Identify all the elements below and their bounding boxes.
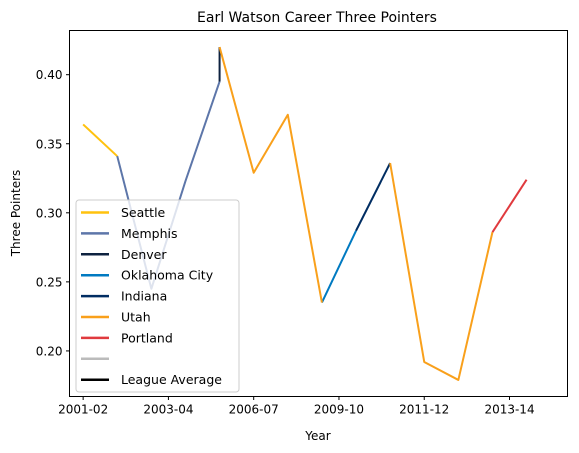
legend-label-portland: Portland [121, 330, 173, 345]
series-line-oklahoma-city-3 [321, 230, 357, 304]
y-tick-label: 0.35 [36, 137, 63, 151]
legend-label-denver: Denver [121, 247, 167, 262]
plot-area-frame [69, 30, 568, 397]
y-tick-label: 0.25 [36, 275, 63, 289]
legend-label-oklahoma-city: Oklahoma City [121, 268, 214, 283]
series-line-utah-5 [218, 46, 323, 303]
series-line-utah-6 [389, 162, 494, 381]
x-tick-label: 2011-12 [399, 403, 449, 417]
y-axis-label: Three Pointers [9, 170, 23, 258]
y-tick-label: 0.30 [36, 206, 63, 220]
legend-label-league-average: League Average [121, 372, 222, 387]
x-tick-label: 2001-02 [58, 403, 108, 417]
legend-label-seattle: Seattle [121, 205, 166, 220]
x-tick-label: 2009-10 [314, 403, 364, 417]
legend-label-indiana: Indiana [121, 289, 167, 304]
series-line-portland-7 [491, 179, 528, 233]
chart-title: Earl Watson Career Three Pointers [197, 10, 437, 26]
legend: Seattle Memphis Denver Oklahoma City Indiana… [75, 199, 240, 393]
x-axis: 2001-02 2003-04 2006-07 2009-10 2011-12 2013-… [58, 396, 535, 417]
legend-label-memphis: Memphis [121, 226, 178, 241]
x-tick-label: 2013-14 [484, 403, 534, 417]
y-tick-label: 0.20 [36, 344, 63, 358]
legend-label-utah: Utah [121, 310, 151, 325]
y-axis: 0.20 0.25 0.30 0.35 0.40 [36, 68, 70, 358]
legend-box [75, 199, 240, 393]
series-line-seattle-0 [82, 123, 118, 157]
series-line-indiana-4 [355, 162, 392, 232]
x-tick-label: 2006-07 [229, 403, 279, 417]
x-tick-label: 2003-04 [143, 403, 193, 417]
x-axis-label: Year [304, 429, 330, 443]
y-tick-label: 0.40 [36, 68, 63, 82]
